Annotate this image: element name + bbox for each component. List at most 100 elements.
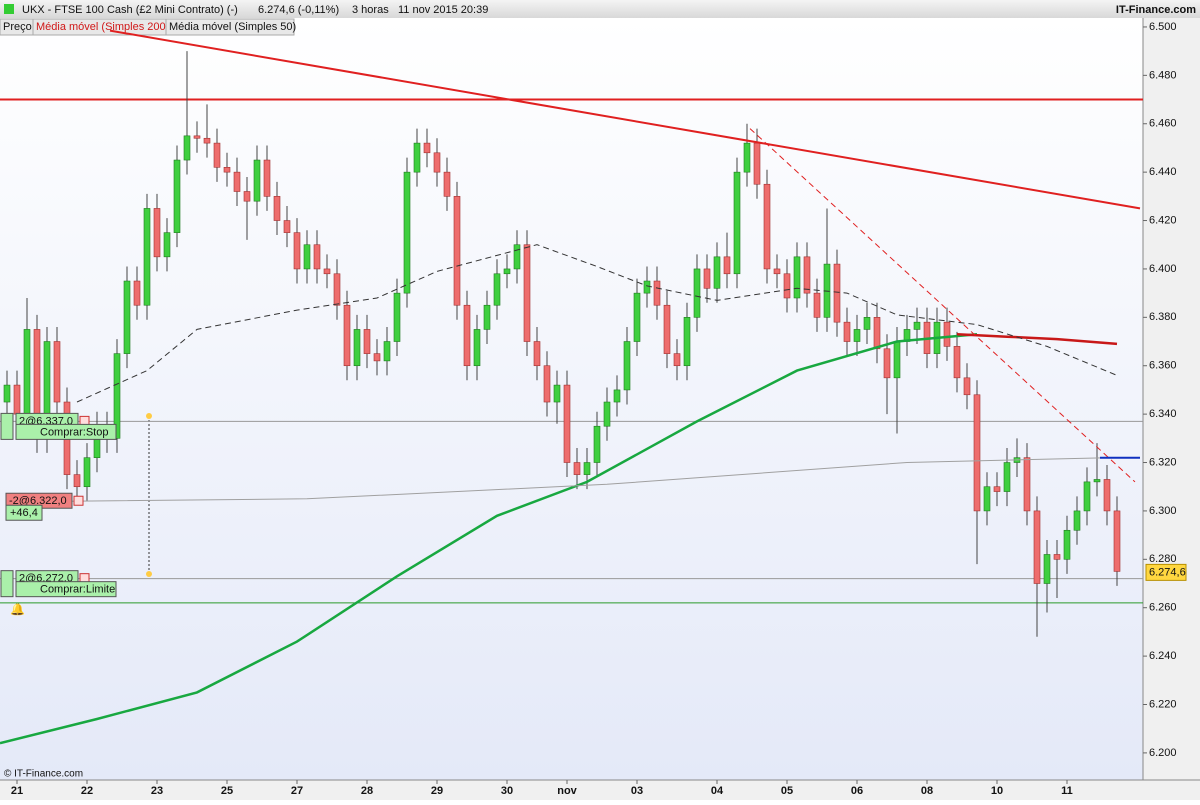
pnl-box[interactable]: [5, 504, 43, 521]
y-tick-label: 6.320: [1149, 456, 1177, 468]
candle-body: [503, 268, 511, 275]
candle-body: [1043, 554, 1051, 584]
candle-body: [733, 171, 741, 275]
candle-body: [643, 280, 651, 294]
candle-body: [313, 244, 321, 270]
candle-body: [273, 196, 281, 221]
y-tick-label: 6.500: [1149, 21, 1177, 33]
candle-body: [253, 159, 261, 202]
order-type-box[interactable]: [15, 581, 117, 598]
order-label[interactable]: -2@6.322,0+46,4: [5, 492, 84, 521]
order-handle[interactable]: [146, 571, 152, 577]
x-tick-label: 11: [1061, 785, 1073, 797]
candle-body: [183, 135, 191, 161]
x-tick-label: 21: [11, 785, 23, 797]
icon: [4, 4, 14, 14]
y-tick-label: 6.260: [1149, 602, 1177, 614]
candle-body: [133, 280, 141, 306]
x-tick-label: 06: [851, 785, 863, 797]
last-price-box: [1145, 563, 1187, 581]
candle-body: [673, 353, 681, 367]
order-side[interactable]: [0, 570, 14, 598]
candle-body: [203, 137, 211, 144]
candle-body: [583, 462, 591, 475]
candle-body: [863, 317, 871, 330]
candle-body: [973, 394, 981, 512]
candle-body: [423, 142, 431, 154]
period: 3 horas: [352, 4, 389, 16]
candle-body: [683, 317, 691, 367]
candle-body: [13, 384, 21, 415]
y-tick-label: 6.240: [1149, 650, 1177, 662]
candle-body: [363, 329, 371, 354]
candle-body: [523, 244, 531, 342]
y-tick-label: 6.360: [1149, 360, 1177, 372]
candle-body: [53, 341, 61, 403]
candle-body: [613, 389, 621, 403]
candle-body: [843, 321, 851, 342]
overlay-line: [66, 457, 1108, 502]
candle-body: [573, 462, 581, 475]
candle-body: [443, 171, 451, 197]
candle-body: [553, 384, 561, 403]
x-tick-label: 08: [921, 785, 933, 797]
order-handle[interactable]: [146, 413, 152, 419]
title: UKX - FTSE 100 Cash (£2 Mini Contrato) (…: [22, 4, 238, 16]
y-tick-label: 6.200: [1149, 747, 1177, 759]
alert-icon[interactable]: 🔔: [10, 602, 25, 616]
candle-body: [373, 353, 381, 362]
candle-body: [663, 304, 671, 354]
candle-body: [1083, 481, 1091, 512]
x-tick-label: 05: [781, 785, 793, 797]
order-type-box[interactable]: [15, 423, 117, 440]
pnl-text[interactable]: +46,4: [10, 507, 38, 519]
candle-body: [393, 292, 401, 342]
x-tick-label: 22: [81, 785, 93, 797]
candle-body: [153, 208, 161, 258]
candle-body: [893, 341, 901, 379]
candle-body: [453, 196, 461, 306]
candle-body: [563, 384, 571, 463]
candle-body: [623, 341, 631, 391]
candle-body: [593, 425, 601, 463]
candle-body: [463, 304, 471, 367]
order-side[interactable]: [0, 412, 14, 440]
candle-body: [803, 256, 811, 294]
candle-body: [1103, 479, 1111, 512]
candle-body: [963, 377, 971, 396]
order-text[interactable]: -2@6.322,0: [9, 495, 67, 507]
order-close[interactable]: [73, 495, 84, 506]
candle-body: [1053, 554, 1061, 560]
last-price-label: 6.274,6: [1149, 566, 1186, 578]
overlay-line: [109, 29, 1141, 210]
candle-body: [1033, 510, 1041, 584]
candle-body: [163, 232, 171, 258]
tab-label[interactable]: Média móvel (Simples 50): [169, 21, 296, 33]
candle-body: [23, 329, 31, 415]
y-tick-label: 6.460: [1149, 118, 1177, 130]
x-tick-label: 04: [711, 785, 724, 797]
candle-body: [123, 280, 131, 354]
datetime: 11 nov 2015 20:39: [398, 4, 488, 16]
order-type[interactable]: Comprar:Limite: [40, 584, 115, 596]
candle-body: [353, 329, 361, 367]
x-tick-label: 29: [431, 785, 443, 797]
tab-label[interactable]: Preço: [3, 21, 32, 33]
tab[interactable]: [165, 18, 295, 36]
candle-body: [3, 384, 11, 403]
y-tick-label: 6.220: [1149, 698, 1177, 710]
candle-body: [723, 256, 731, 275]
candle-body: [343, 304, 351, 367]
order-type[interactable]: Comprar:Stop: [40, 426, 108, 438]
candle-body: [493, 273, 501, 306]
tab-label[interactable]: Média móvel (Simples 200): [36, 21, 169, 33]
candle-body: [213, 142, 221, 168]
overlay-line: [956, 333, 1118, 346]
y-tick-label: 6.340: [1149, 408, 1177, 420]
x-tick-label: 23: [151, 785, 163, 797]
candle-body: [243, 191, 251, 202]
quote: 6.274,6 (-0,11%): [258, 4, 339, 16]
